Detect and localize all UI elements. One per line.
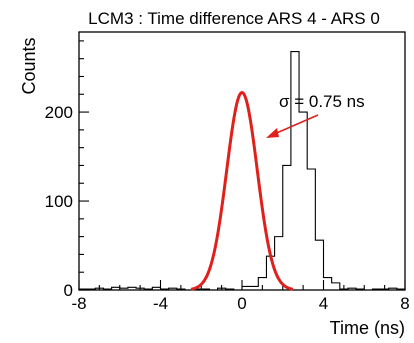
- y-axis-title: Counts: [19, 37, 39, 94]
- histogram-bin: [307, 169, 315, 290]
- histogram-outline: [78, 51, 406, 291]
- x-tick-label: 8: [400, 294, 409, 313]
- annotation-arrow: [271, 114, 319, 136]
- y-tick-label: 200: [45, 103, 73, 122]
- sigma-annotation: σ = 0.75 ns: [279, 92, 365, 111]
- histogram-bin: [283, 165, 291, 290]
- y-tick-label: 100: [45, 192, 73, 211]
- chart-title: LCM3 : Time difference ARS 4 - ARS 0: [88, 9, 380, 28]
- y-axis: 0 100 200: [45, 40, 89, 300]
- x-axis: -8 -4 0 4 8: [71, 280, 410, 313]
- histogram-bin: [332, 283, 340, 290]
- plot-frame: [78, 31, 406, 291]
- histogram-bin: [291, 52, 299, 290]
- annotation-arrow-head: [266, 128, 279, 138]
- histogram-bin: [258, 278, 266, 290]
- y-tick-label: 0: [64, 281, 73, 300]
- x-axis-title: Time (ns): [330, 318, 405, 338]
- x-tick-label: -4: [153, 294, 168, 313]
- histogram-bin: [299, 112, 307, 290]
- histogram-bin: [315, 240, 323, 290]
- histogram-bins: [79, 52, 405, 290]
- x-tick-label: 4: [319, 294, 328, 313]
- histogram-bin: [324, 278, 332, 290]
- x-tick-label: -8: [71, 294, 86, 313]
- x-tick-label: 0: [237, 294, 246, 313]
- gaussian-fit-curve: [190, 90, 294, 291]
